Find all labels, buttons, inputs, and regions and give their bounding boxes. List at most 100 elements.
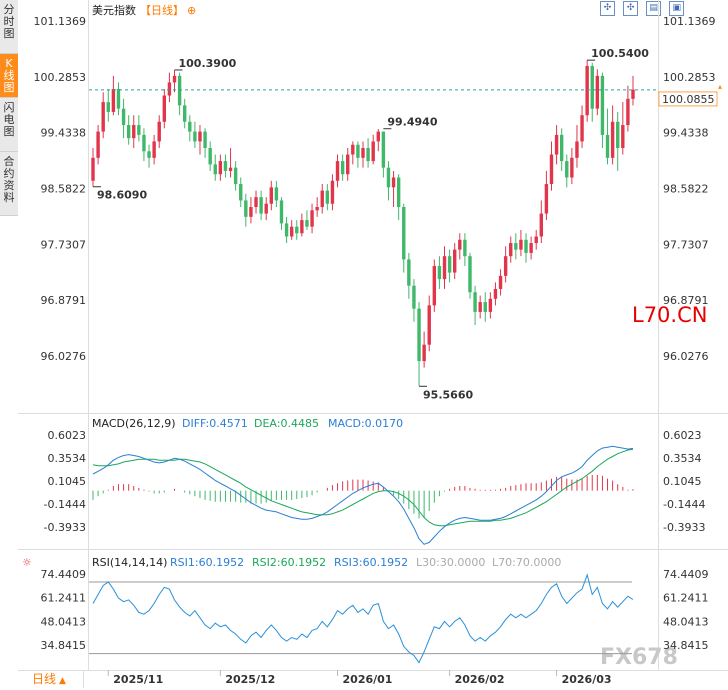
rsi-line [92, 573, 634, 664]
candle-body [575, 141, 579, 158]
rsi-panel: 74.4409 74.4409 61.2411 61.2411 48.0413 48.04… [41, 568, 709, 664]
rsi-axis-tick-right: 34.8415 [663, 639, 709, 652]
macd-axis-tick-left: 0.6023 [48, 429, 87, 442]
candle-body [116, 88, 121, 109]
candle-body [422, 344, 426, 362]
candle-body [188, 121, 192, 132]
candle-body [167, 82, 172, 96]
price-axis-tick-left: 97.7307 [41, 238, 87, 251]
candle-body [330, 180, 335, 204]
candle-body [595, 75, 600, 109]
left-tab-strip: 分时图 K线图 闪电图 合约资料 [0, 0, 18, 216]
candle-body [458, 239, 462, 250]
tab-time-sharing[interactable]: 分时图 [0, 0, 18, 54]
candle-body [300, 220, 304, 234]
candle-body [213, 164, 217, 175]
price-axis-tick-left: 98.5822 [41, 183, 87, 196]
low-annotation: 95.5660 [423, 388, 473, 401]
candle-body [585, 66, 589, 116]
price-axis-tick-left: 99.4338 [41, 127, 87, 140]
rsi1-label: RSI1:60.1952 [170, 556, 244, 569]
candle-body [509, 243, 513, 257]
candle-body [279, 200, 284, 224]
candle-body [468, 256, 472, 293]
zoom-out-button[interactable]: ✣ [623, 1, 639, 16]
candle-body [493, 288, 498, 299]
rsi-axis-tick-left: 48.0413 [41, 615, 87, 628]
candle-body [437, 266, 442, 280]
candle-body [289, 226, 294, 237]
price-axis-tick-right: 101.1369 [663, 15, 716, 28]
rsi-axis-tick-right: 61.2411 [663, 592, 709, 605]
candle-body [203, 131, 207, 148]
candle-body [182, 105, 187, 122]
candle-body [519, 239, 523, 250]
candle-body [376, 131, 380, 142]
macd-axis-tick-right: -0.1444 [663, 498, 705, 511]
macd-diff-line [92, 445, 634, 545]
tab-contract-info[interactable]: 合约资料 [0, 152, 18, 216]
x-axis-label: 2026/02 [455, 673, 505, 686]
candle-body [427, 305, 431, 345]
price-axis-tick-right: 97.7307 [663, 238, 709, 251]
price-axis-tick-right: 98.5822 [663, 183, 709, 196]
price-axis-tick-right: 96.8791 [663, 294, 709, 307]
x-axis-label: 2025/11 [113, 673, 163, 686]
rsi-axis-tick-left: 34.8415 [41, 639, 87, 652]
candle-body [432, 266, 437, 306]
candle-body [295, 226, 299, 234]
candle-body [198, 131, 202, 142]
candle-body [463, 239, 467, 257]
candle-body [126, 125, 131, 139]
candle-body [554, 134, 559, 155]
caret-up-icon: ▲ [59, 676, 66, 686]
fullscreen-button[interactable]: ▣ [669, 1, 685, 16]
rsi3-label: RSI3:60.1952 [334, 556, 408, 569]
current-price-box [658, 91, 718, 107]
macd-axis-tick-right: -0.3933 [663, 521, 705, 534]
candle-body [249, 207, 253, 217]
candle-body [142, 134, 146, 152]
macd-axis-tick-left: 0.3534 [48, 452, 87, 465]
macd-dea-line [92, 448, 634, 527]
price-axis-tick-left: 96.8791 [41, 294, 87, 307]
zoom-in-button[interactable]: ✣ [600, 1, 615, 16]
candle-body [96, 131, 100, 158]
candle-body [590, 66, 594, 109]
candle-body [498, 275, 503, 289]
x-axis-label: 2026/03 [562, 673, 612, 686]
candle-body [386, 167, 391, 188]
candle-body [177, 75, 182, 106]
x-axis-label: 2025/12 [225, 673, 275, 686]
period-selector-button[interactable]: 日线 ▲ [20, 671, 84, 688]
watermark-l70: L70.CN [632, 303, 707, 327]
tab-kline[interactable]: K线图 [0, 54, 18, 98]
candle-body [233, 167, 238, 185]
macd-label: MACD(26,12,9) [92, 417, 176, 430]
current-price-label: 100.0855 [662, 93, 715, 106]
candle-body [91, 157, 95, 181]
high-annotation: 100.3900 [179, 57, 237, 70]
candle-body [402, 207, 406, 260]
candle-body [223, 161, 228, 171]
chart-settings-button[interactable]: ▤ [646, 1, 662, 16]
add-indicator-icon[interactable]: ⊕ [187, 4, 196, 17]
tab-flash[interactable]: 闪电图 [0, 98, 18, 152]
high-annotation: 100.5400 [591, 47, 649, 60]
candle-body [172, 75, 177, 83]
rsi-axis-tick-right: 48.0413 [663, 615, 709, 628]
candle-body [412, 285, 416, 309]
candle-body [325, 190, 330, 204]
candle-body [193, 131, 197, 142]
candle-body [626, 98, 630, 126]
rsi-l30-label: L30:30.0000 [416, 556, 485, 569]
candle-body [351, 144, 355, 155]
candle-body [228, 167, 233, 171]
rsi-settings-icon[interactable]: ☼ [22, 556, 32, 569]
price-axis-tick-left: 101.1369 [34, 15, 87, 28]
candle-body [605, 134, 610, 158]
candle-body [346, 154, 350, 175]
candle-body [610, 121, 615, 158]
candle-body [284, 223, 289, 237]
